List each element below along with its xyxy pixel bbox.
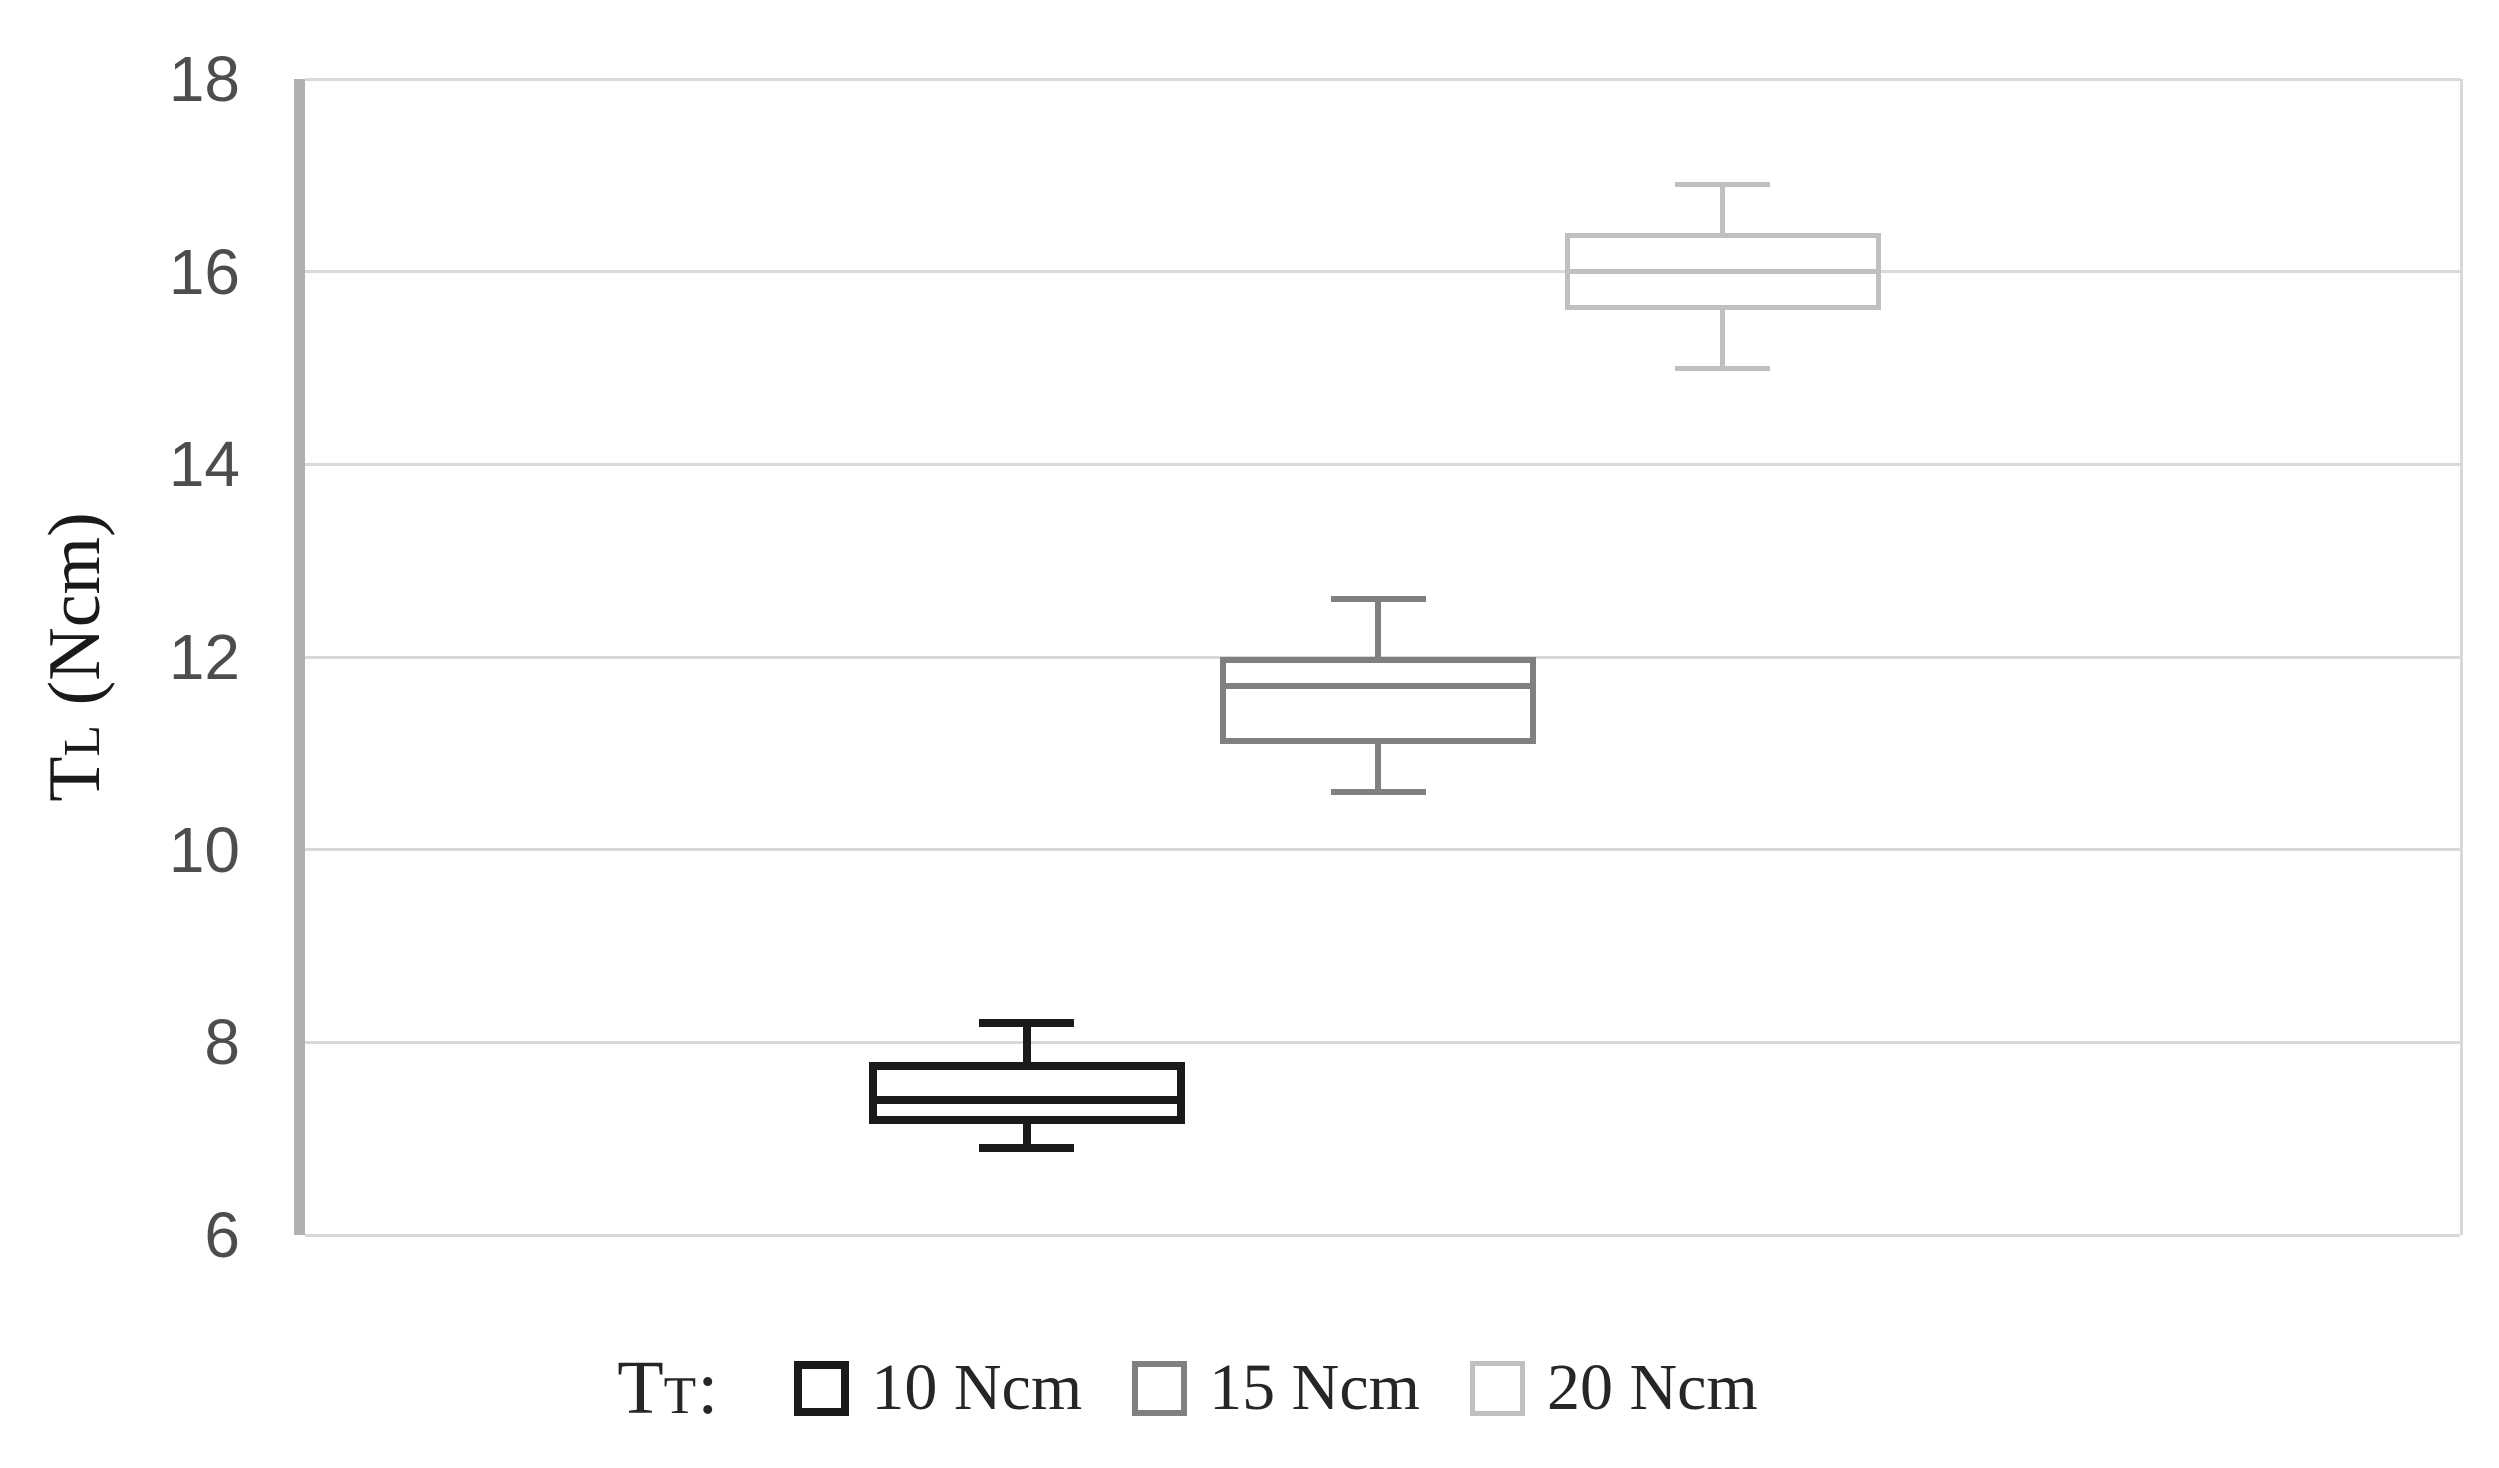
y-tick-label-18: 18 — [168, 43, 240, 115]
legend-title-main: T — [617, 1345, 664, 1430]
gridline-y-14 — [305, 462, 2460, 466]
box-10-ncm — [868, 1061, 1185, 1125]
legend-title: TT: — [617, 1345, 718, 1432]
whisker-upper-15-ncm — [1375, 599, 1382, 657]
y-tick-label-8: 8 — [204, 1006, 240, 1079]
legend-title-subscript: T — [663, 1365, 698, 1425]
legend-item-10-ncm: 10 Ncm — [794, 1350, 1082, 1426]
median-15-ncm — [1220, 682, 1537, 689]
legend-swatch-20-ncm — [1469, 1360, 1525, 1416]
whisker-cap-bottom-20-ncm — [1675, 365, 1771, 371]
legend-swatch-15-ncm — [1132, 1360, 1188, 1416]
y-axis-tick-labels: 18 16 14 12 10 8 6 — [0, 0, 240, 1468]
legend-item-15-ncm: 15 Ncm — [1132, 1350, 1420, 1426]
legend-label-15-ncm: 15 Ncm — [1209, 1351, 1420, 1424]
whisker-lower-15-ncm — [1375, 743, 1382, 792]
whisker-cap-top-15-ncm — [1330, 596, 1426, 603]
gridline-y-10 — [305, 848, 2460, 852]
y-tick-label-12: 12 — [168, 621, 240, 693]
median-20-ncm — [1565, 269, 1881, 275]
y-tick-label-6: 6 — [204, 1199, 240, 1271]
gridline-y-16 — [305, 270, 2460, 274]
legend-label-20-ncm: 20 Ncm — [1546, 1351, 1758, 1424]
y-tick-label-14: 14 — [168, 428, 240, 501]
legend-item-20-ncm: 20 Ncm — [1469, 1350, 1758, 1426]
legend-label-10-ncm: 10 Ncm — [871, 1351, 1083, 1424]
plot-right-border — [2460, 79, 2463, 1235]
whisker-cap-top-20-ncm — [1675, 182, 1771, 188]
whisker-upper-20-ncm — [1720, 184, 1726, 234]
whisker-upper-10-ncm — [1022, 1023, 1031, 1062]
legend-title-colon: : — [697, 1345, 719, 1430]
whisker-cap-bottom-15-ncm — [1330, 788, 1426, 795]
gridline-y-6 — [305, 1233, 2460, 1237]
legend-swatch-10-ncm — [794, 1360, 850, 1416]
plot-area — [294, 77, 2463, 1237]
legend: TT: 10 Ncm 15 Ncm 20 Ncm — [0, 1345, 2375, 1431]
whisker-cap-top-10-ncm — [979, 1019, 1075, 1028]
y-tick-label-10: 10 — [168, 813, 240, 886]
y-axis-line — [294, 79, 305, 1235]
y-tick-label-16: 16 — [168, 235, 240, 308]
whisker-lower-20-ncm — [1720, 310, 1726, 368]
box-15-ncm — [1220, 657, 1537, 744]
gridline-y-18 — [305, 77, 2460, 81]
gridline-y-8 — [305, 1040, 2460, 1044]
whisker-lower-10-ncm — [1022, 1124, 1031, 1149]
median-10-ncm — [868, 1096, 1185, 1105]
whisker-cap-bottom-10-ncm — [979, 1144, 1075, 1153]
